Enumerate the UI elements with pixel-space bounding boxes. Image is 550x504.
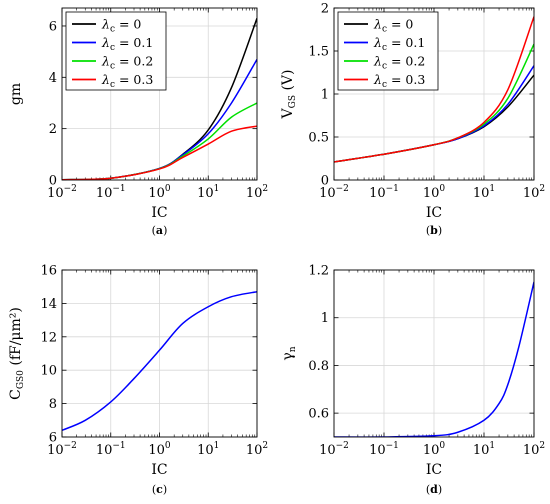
y-tick-label: 14 [40, 297, 57, 312]
legend-label: λc = 0.1 [373, 35, 425, 53]
y-tick-label: 1.5 [308, 45, 329, 60]
y-tick-label: 8 [49, 397, 57, 412]
y-tick-label: 6 [49, 431, 57, 446]
chart-panel-c: 10−2 10−1 100 101 102 6 8 10 12 14 16 IC CGS0 (fF/μm… [8, 264, 268, 497]
legend-label: λc = 0 [101, 17, 141, 35]
x-tick-label: 100 [423, 184, 446, 201]
y-tick-label: 16 [40, 264, 57, 279]
x-tick-label: 101 [473, 441, 495, 458]
y-tick-label: 6 [49, 19, 57, 34]
x-axis-label: IC [426, 462, 442, 478]
y-tick-label: 1.2 [308, 264, 329, 279]
legend-label: λc = 0.3 [373, 72, 425, 90]
legend-label: λc = 0.2 [373, 54, 425, 72]
panel-caption: (b) [426, 224, 442, 237]
y-tick-label: 2 [49, 122, 57, 137]
x-tick-label: 10−1 [369, 441, 399, 458]
series-line-0 [62, 290, 257, 432]
y-axis-label: γn [280, 346, 298, 360]
legend-label: λc = 0 [373, 17, 413, 35]
x-tick-label: 10−2 [47, 184, 77, 201]
x-axis-label: IC [151, 205, 167, 221]
panel-caption: (d) [426, 483, 442, 496]
grid [333, 269, 535, 437]
legend: λc = 0λc = 0.1λc = 0.2λc = 0.3 [65, 11, 167, 91]
plot-frame [333, 269, 535, 438]
x-tick-label: 101 [197, 184, 219, 201]
x-tick-label: 102 [246, 184, 268, 201]
chart-panel-b: 10−2 10−1 100 101 102 0 0.5 1 1.5 2 λc = 0λc = 0.1… [280, 2, 545, 238]
legend-label: λc = 0.2 [101, 54, 153, 72]
x-tick-label: 100 [148, 441, 171, 458]
series-group [62, 18, 257, 180]
plot-frame [61, 7, 258, 181]
y-tick-label: 0.5 [308, 131, 329, 146]
x-tick-label: 10−2 [47, 441, 77, 458]
x-tick-label: 101 [197, 441, 219, 458]
y-axis-label: VGS (V) [280, 70, 298, 120]
x-tick-label: 10−1 [96, 184, 126, 201]
y-tick-label: 2 [321, 2, 329, 17]
y-tick-label: 4 [49, 71, 57, 86]
legend-label: λc = 0.1 [101, 35, 153, 53]
x-axis-label: IC [426, 205, 442, 221]
panel-caption: (c) [152, 483, 167, 496]
y-tick-label: 0.6 [308, 407, 329, 422]
legend-box [337, 11, 439, 91]
y-tick-label: 0 [321, 174, 329, 189]
x-tick-label: 100 [148, 184, 171, 201]
y-tick-label: 0.8 [308, 359, 329, 374]
legend-label: λc = 0.3 [101, 72, 153, 90]
y-tick-label: 1 [321, 311, 329, 326]
x-tick-label: 102 [523, 184, 545, 201]
series-group [62, 290, 257, 432]
legend: λc = 0λc = 0.1λc = 0.2λc = 0.3 [337, 11, 439, 91]
x-tick-label: 10−2 [319, 441, 349, 458]
legend-box [65, 11, 167, 91]
series-group [334, 16, 534, 163]
x-tick-label: 10−1 [369, 184, 399, 201]
x-tick-label: 100 [423, 441, 446, 458]
series-line-3 [334, 16, 534, 163]
series-line-3 [62, 125, 257, 180]
panel-caption: (a) [152, 224, 168, 237]
x-axis-label: IC [151, 462, 167, 478]
y-axis-label: CGS0 (fF/μm²) [8, 307, 26, 400]
x-tick-label: 102 [523, 441, 545, 458]
x-tick-label: 101 [473, 184, 495, 201]
x-tick-label: 10−2 [319, 184, 349, 201]
plot-frame [61, 269, 258, 438]
grid [61, 269, 258, 438]
plot-frame [333, 7, 535, 181]
y-tick-label: 1 [321, 88, 329, 103]
x-tick-label: 102 [246, 441, 268, 458]
y-tick-label: 12 [40, 330, 57, 345]
y-tick-label: 0 [49, 174, 57, 189]
y-tick-label: 10 [40, 364, 57, 379]
x-tick-label: 10−1 [96, 441, 126, 458]
y-axis-label: gm [8, 83, 24, 105]
chart-panel-d: 10−2 10−1 100 101 102 0.6 0.8 1 1.2 IC γn (d) [280, 264, 545, 497]
